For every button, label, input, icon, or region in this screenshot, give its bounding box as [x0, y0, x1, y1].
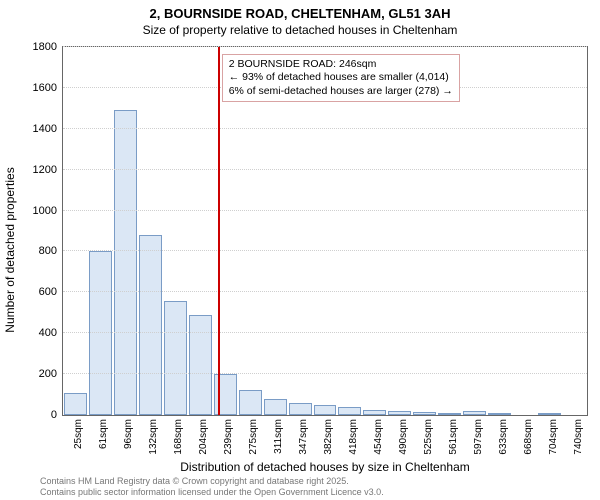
y-tick-label: 200 — [39, 368, 57, 380]
x-tick-label: 239sqm — [223, 419, 234, 455]
histogram-bar — [289, 403, 312, 415]
chart-footnote: Contains HM Land Registry data © Crown c… — [40, 476, 384, 498]
gridline — [63, 46, 587, 47]
footnote-line1: Contains HM Land Registry data © Crown c… — [40, 476, 384, 487]
x-tick-label: 168sqm — [173, 419, 184, 455]
histogram-bar — [438, 413, 461, 415]
y-tick-label: 1400 — [33, 123, 57, 135]
histogram-bar — [139, 235, 162, 415]
gridline — [63, 291, 587, 292]
y-tick-label: 400 — [39, 327, 57, 339]
x-tick-label: 633sqm — [498, 419, 509, 455]
y-tick-label: 600 — [39, 286, 57, 298]
footnote-line2: Contains public sector information licen… — [40, 487, 384, 498]
annotation-line1: 2 BOURNSIDE ROAD: 246sqm — [229, 58, 453, 71]
histogram-bar — [363, 410, 386, 415]
gridline — [63, 250, 587, 251]
annotation-line2: ← 93% of detached houses are smaller (4,… — [229, 71, 453, 84]
x-tick-label: 525sqm — [423, 419, 434, 455]
histogram-bar — [538, 413, 561, 415]
chart-title-sub: Size of property relative to detached ho… — [0, 23, 600, 37]
plot-area: 02004006008001000120014001600180025sqm61… — [62, 46, 588, 416]
x-tick-label: 668sqm — [523, 419, 534, 455]
property-marker-line — [218, 47, 220, 415]
annotation-line3: 6% of semi-detached houses are larger (2… — [229, 85, 453, 98]
y-axis-label: Number of detached properties — [3, 120, 17, 380]
x-tick-label: 597sqm — [473, 419, 484, 455]
histogram-bar — [189, 315, 212, 415]
histogram-bar — [164, 301, 187, 415]
histogram-bar — [314, 405, 337, 415]
x-tick-label: 96sqm — [123, 419, 134, 449]
y-tick-label: 1800 — [33, 41, 57, 53]
histogram-bar — [114, 110, 137, 415]
x-tick-label: 382sqm — [323, 419, 334, 455]
histogram-bar — [264, 399, 287, 415]
histogram-bar — [239, 390, 262, 415]
histogram-bar — [413, 412, 436, 415]
x-tick-label: 61sqm — [98, 419, 109, 449]
y-tick-label: 1200 — [33, 164, 57, 176]
x-tick-label: 704sqm — [548, 419, 559, 455]
gridline — [63, 128, 587, 129]
x-tick-label: 740sqm — [573, 419, 584, 455]
property-size-chart: 2, BOURNSIDE ROAD, CHELTENHAM, GL51 3AH … — [0, 0, 600, 500]
x-tick-label: 132sqm — [148, 419, 159, 455]
x-tick-label: 561sqm — [448, 419, 459, 455]
histogram-bar — [463, 411, 486, 415]
x-tick-label: 454sqm — [373, 419, 384, 455]
y-tick-label: 0 — [51, 409, 57, 421]
histogram-bar — [214, 374, 237, 415]
chart-title-main: 2, BOURNSIDE ROAD, CHELTENHAM, GL51 3AH — [0, 6, 600, 21]
x-tick-label: 311sqm — [273, 419, 284, 454]
bars-layer — [63, 47, 587, 415]
histogram-bar — [64, 393, 87, 415]
histogram-bar — [338, 407, 361, 415]
gridline — [63, 169, 587, 170]
y-tick-label: 800 — [39, 245, 57, 257]
gridline — [63, 210, 587, 211]
gridline — [63, 373, 587, 374]
y-tick-label: 1000 — [33, 205, 57, 217]
histogram-bar — [488, 413, 511, 415]
y-tick-label: 1600 — [33, 82, 57, 94]
x-tick-label: 347sqm — [298, 419, 309, 455]
histogram-bar — [388, 411, 411, 415]
x-tick-label: 275sqm — [248, 419, 259, 455]
x-tick-label: 418sqm — [348, 419, 359, 455]
x-tick-label: 25sqm — [73, 419, 84, 449]
gridline — [63, 332, 587, 333]
x-tick-label: 490sqm — [398, 419, 409, 455]
annotation-box: 2 BOURNSIDE ROAD: 246sqm← 93% of detache… — [222, 54, 460, 101]
x-axis-label: Distribution of detached houses by size … — [60, 460, 590, 474]
x-tick-label: 204sqm — [198, 419, 209, 455]
